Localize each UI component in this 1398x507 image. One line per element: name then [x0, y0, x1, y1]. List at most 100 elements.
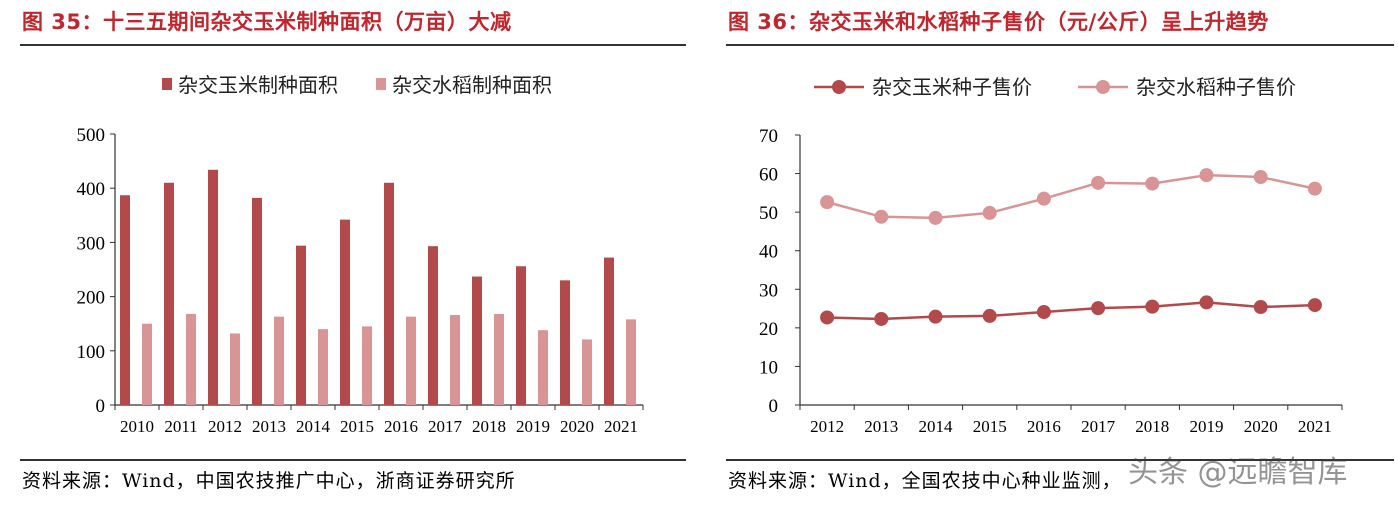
- x-tick-label: 2016: [384, 417, 418, 436]
- legend-label-1: 杂交玉米种子售价: [872, 75, 1032, 99]
- x-tick-label: 2014: [919, 417, 954, 436]
- legend-marker-2: [1096, 80, 1110, 94]
- legend-label-1: 杂交玉米制种面积: [178, 73, 338, 97]
- x-tick-label: 2016: [1027, 417, 1061, 436]
- bar-rice-2016: [406, 316, 416, 405]
- y-tick-label: 60: [759, 165, 778, 186]
- point-rice-2020: [1253, 170, 1268, 185]
- bar-rice-2011: [186, 313, 196, 405]
- bar-rice-2019: [538, 330, 548, 405]
- y-tick-label: 400: [77, 179, 106, 200]
- bar-corn-2010: [120, 195, 130, 405]
- point-corn-2021: [1307, 298, 1322, 313]
- x-tick-label: 2012: [208, 417, 242, 436]
- right-source-rule: [726, 459, 1394, 461]
- line-chart: 杂交玉米种子售价 杂交水稻种子售价 0 10 20 30 40 50 60 70 2012 2013 2…: [759, 75, 1343, 436]
- point-rice-2019: [1199, 168, 1214, 183]
- y-tick-label: 10: [759, 357, 778, 378]
- x-tick-label: 2020: [560, 417, 594, 436]
- x-tick-label: 2017: [1081, 417, 1116, 436]
- right-figure-title: 图 36：杂交玉米和水稻种子售价（元/公斤）呈上升趋势: [728, 10, 1269, 34]
- bar-rice-2017: [450, 315, 460, 405]
- bar-corn-2021: [604, 257, 614, 405]
- y-tick-label: 200: [77, 288, 106, 309]
- right-figure-panel: 图 36：杂交玉米和水稻种子售价（元/公斤）呈上升趋势 杂交玉米种子售价 杂交水稻…: [722, 0, 1398, 507]
- x-tick-label: 2012: [810, 417, 844, 436]
- bar-corn-2020: [560, 280, 570, 405]
- bar-corn-2017: [428, 246, 438, 405]
- point-rice-2014: [928, 210, 943, 225]
- point-rice-2016: [1036, 191, 1051, 206]
- bar-rice-2010: [142, 323, 152, 405]
- left-figure-panel: 图 35：十三五期间杂交玉米制种面积（万亩）大减 杂交玉米制种面积 杂交水稻制种面…: [0, 0, 690, 507]
- x-tick-label: 2018: [1135, 417, 1169, 436]
- y-tick-label: 70: [759, 126, 778, 147]
- legend-marker-1: [832, 80, 846, 94]
- point-corn-2013: [874, 311, 889, 326]
- point-rice-2012: [820, 195, 835, 210]
- x-tick-label: 2013: [864, 417, 898, 436]
- x-tick-label: 2019: [1190, 417, 1224, 436]
- bar-rice-2013: [274, 316, 284, 405]
- x-tick-label: 2011: [164, 417, 197, 436]
- x-tick-label: 2021: [604, 417, 638, 436]
- point-corn-2017: [1091, 301, 1106, 316]
- y-tick-label: 40: [759, 242, 778, 263]
- bar-rice-2015: [362, 326, 372, 405]
- left-figure-title: 图 35：十三五期间杂交玉米制种面积（万亩）大减: [22, 10, 512, 34]
- right-source-note: 资料来源：Wind，全国农技中心种业监测，: [728, 470, 1122, 492]
- point-corn-2019: [1199, 295, 1214, 310]
- bar-corn-2015: [340, 219, 350, 405]
- point-corn-2018: [1145, 299, 1160, 314]
- y-tick-label: 30: [759, 280, 778, 301]
- bar-corn-2013: [252, 197, 262, 405]
- point-corn-2012: [820, 310, 835, 325]
- y-tick-label: 0: [96, 396, 106, 417]
- x-tick-label: 2018: [472, 417, 506, 436]
- bar-rice-2018: [494, 313, 504, 405]
- series-line-rice: [826, 173, 1316, 220]
- x-tick-label: 2021: [1298, 417, 1332, 436]
- bar-rice-2020: [582, 339, 592, 405]
- left-title-rule: [20, 44, 686, 46]
- y-tick-label: 0: [769, 396, 779, 417]
- point-corn-2014: [928, 309, 943, 324]
- left-source-rule: [20, 459, 686, 461]
- bar-corn-2016: [384, 182, 394, 405]
- legend-swatch-2: [376, 78, 386, 90]
- bar-corn-2018: [472, 276, 482, 405]
- x-tick-label: 2015: [973, 417, 1007, 436]
- y-tick-label: 50: [759, 203, 778, 224]
- x-tick-label: 2015: [340, 417, 374, 436]
- x-tick-label: 2020: [1244, 417, 1278, 436]
- x-tick-label: 2010: [120, 417, 154, 436]
- legend-label-2: 杂交水稻制种面积: [392, 73, 552, 97]
- point-rice-2021: [1307, 181, 1322, 196]
- x-tick-label: 2013: [252, 417, 286, 436]
- x-tick-label: 2017: [428, 417, 463, 436]
- bar-corn-2011: [164, 182, 174, 405]
- bar-rice-2014: [318, 329, 328, 405]
- point-rice-2015: [982, 205, 997, 220]
- point-rice-2017: [1091, 175, 1106, 190]
- bar-rice-2012: [230, 333, 240, 405]
- bar-corn-2014: [296, 245, 306, 405]
- bar-corn-2012: [208, 169, 218, 405]
- legend-swatch-1: [162, 78, 172, 90]
- bar-corn-2019: [516, 266, 526, 405]
- point-corn-2020: [1253, 300, 1268, 315]
- point-corn-2015: [982, 308, 997, 323]
- y-tick-label: 500: [77, 125, 106, 146]
- point-rice-2013: [874, 209, 889, 224]
- y-tick-label: 20: [759, 319, 778, 340]
- bar-chart: 杂交玉米制种面积 杂交水稻制种面积 0 100 200 300 400 500 2010 2011…: [77, 73, 644, 436]
- x-tick-label: 2019: [516, 417, 550, 436]
- point-corn-2016: [1036, 305, 1051, 320]
- legend-label-2: 杂交水稻种子售价: [1136, 75, 1296, 99]
- y-tick-label: 100: [77, 342, 106, 363]
- bar-rice-2021: [626, 319, 636, 405]
- left-source-note: 资料来源：Wind，中国农技推广中心，浙商证券研究所: [22, 470, 516, 492]
- series-line-corn: [827, 301, 1315, 321]
- right-title-rule: [726, 44, 1394, 46]
- point-rice-2018: [1145, 176, 1160, 191]
